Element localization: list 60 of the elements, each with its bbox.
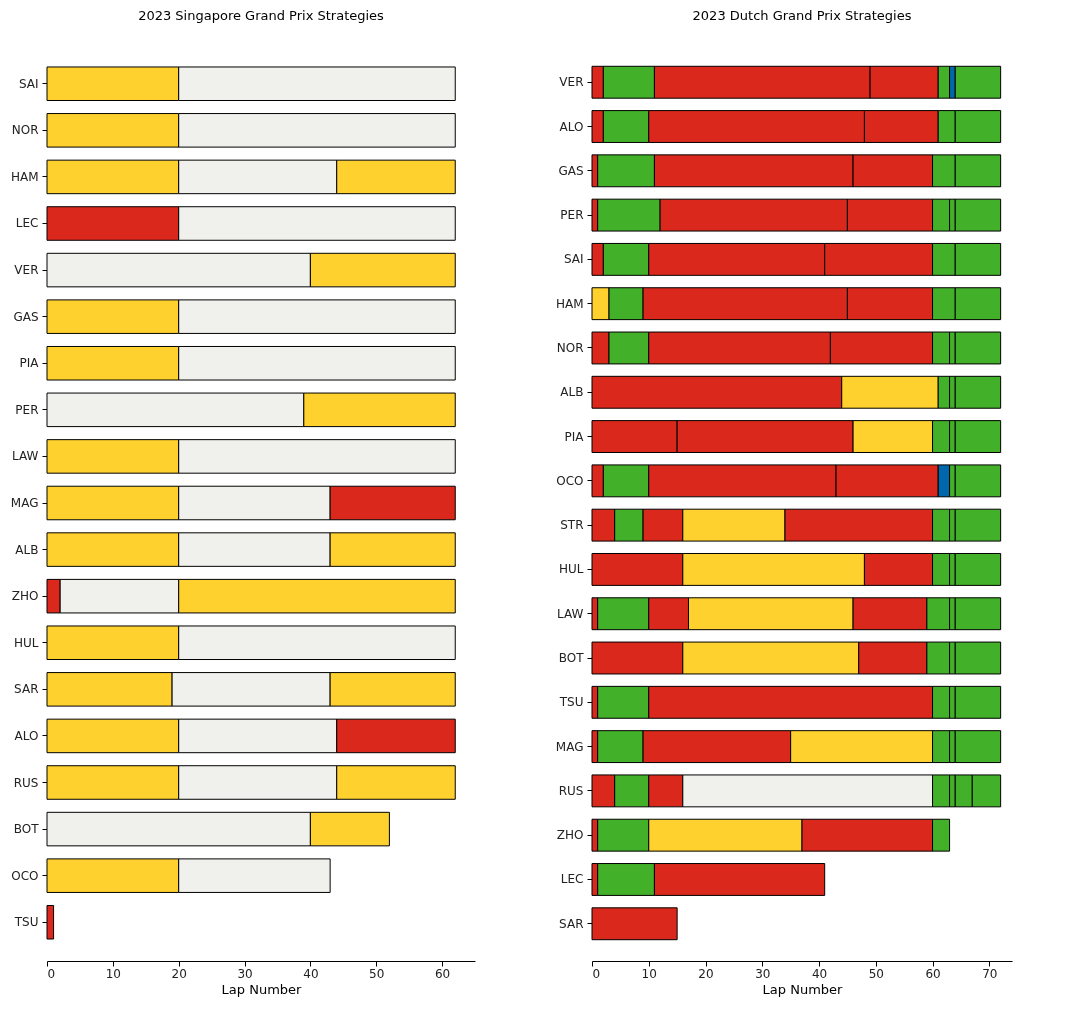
y-tick-label: LEC	[15, 216, 39, 231]
x-tick-label: 50	[369, 966, 385, 981]
y-tick-label: ZHO	[11, 589, 39, 604]
y-tick-label: GAS	[558, 163, 584, 178]
y-tick-label: BOT	[13, 822, 40, 837]
x-tick-label: 10	[105, 966, 121, 981]
x-axis-title: Lap Number	[762, 981, 844, 997]
x-tick-label: 30	[237, 966, 253, 981]
x-tick-label: 40	[811, 966, 828, 981]
y-tick-label: SAR	[559, 916, 584, 931]
y-tick-label: OCO	[556, 473, 584, 488]
y-tick-label: OCO	[11, 868, 39, 883]
x-tick-label: 0	[592, 966, 601, 981]
bar	[46, 904, 55, 940]
y-tick-label: PIA	[564, 429, 585, 444]
x-tick-label: 60	[925, 966, 941, 981]
y-tick-label: MAG	[10, 496, 39, 510]
y-tick-label: TSU	[558, 695, 584, 710]
y-tick-label: VER	[559, 75, 584, 90]
y-tick-label: LAW	[557, 606, 584, 621]
y-tick-label: PIA	[19, 356, 40, 371]
bar	[591, 907, 678, 941]
y-tick-label: ALB	[560, 385, 584, 400]
y-tick-label: PER	[15, 402, 39, 417]
x-tick-label: 60	[434, 966, 451, 981]
y-tick-label: TSU	[13, 915, 39, 930]
y-tick-label: HUL	[14, 635, 39, 650]
x-tick-label: 70	[982, 966, 998, 981]
y-tick-label: SAI	[563, 252, 584, 267]
y-tick-label: RUS	[558, 783, 584, 798]
x-tick-label: 0	[47, 966, 56, 981]
y-tick-label: PER	[560, 208, 584, 223]
x-tick-label: 20	[698, 966, 714, 981]
y-tick-label: SAR	[14, 682, 39, 697]
y-tick-label: ALO	[14, 728, 39, 743]
y-tick-label: GAS	[13, 309, 39, 324]
x-tick-label: 30	[755, 966, 771, 981]
x-axis-title: Lap Number	[221, 981, 303, 997]
y-tick-label: VER	[14, 263, 39, 278]
x-tick-label: 40	[303, 966, 319, 981]
chart-title: 2023 Singapore Grand Prix Strategies	[138, 8, 385, 23]
y-tick-label: LAW	[12, 449, 39, 464]
y-tick-label: HAM	[10, 169, 39, 184]
y-tick-label: BOT	[558, 651, 585, 666]
y-tick-label: NOR	[11, 123, 39, 138]
x-tick-label: 10	[641, 966, 657, 981]
y-tick-label: HUL	[559, 562, 584, 577]
y-tick-label: LEC	[560, 872, 584, 887]
y-tick-label: ALB	[15, 542, 39, 557]
y-tick-label: RUS	[13, 775, 39, 790]
y-tick-label: MAG	[555, 739, 584, 754]
y-tick-label: STR	[560, 518, 584, 533]
y-tick-label: NOR	[556, 340, 584, 355]
y-tick-label: SAI	[18, 76, 39, 91]
y-tick-label: ZHO	[556, 828, 584, 843]
x-tick-label: 50	[868, 966, 884, 981]
y-tick-label: HAM	[555, 296, 584, 311]
x-tick-label: 20	[171, 966, 187, 981]
y-tick-label: ALO	[559, 119, 584, 134]
chart-title: 2023 Dutch Grand Prix Strategies	[692, 8, 912, 23]
